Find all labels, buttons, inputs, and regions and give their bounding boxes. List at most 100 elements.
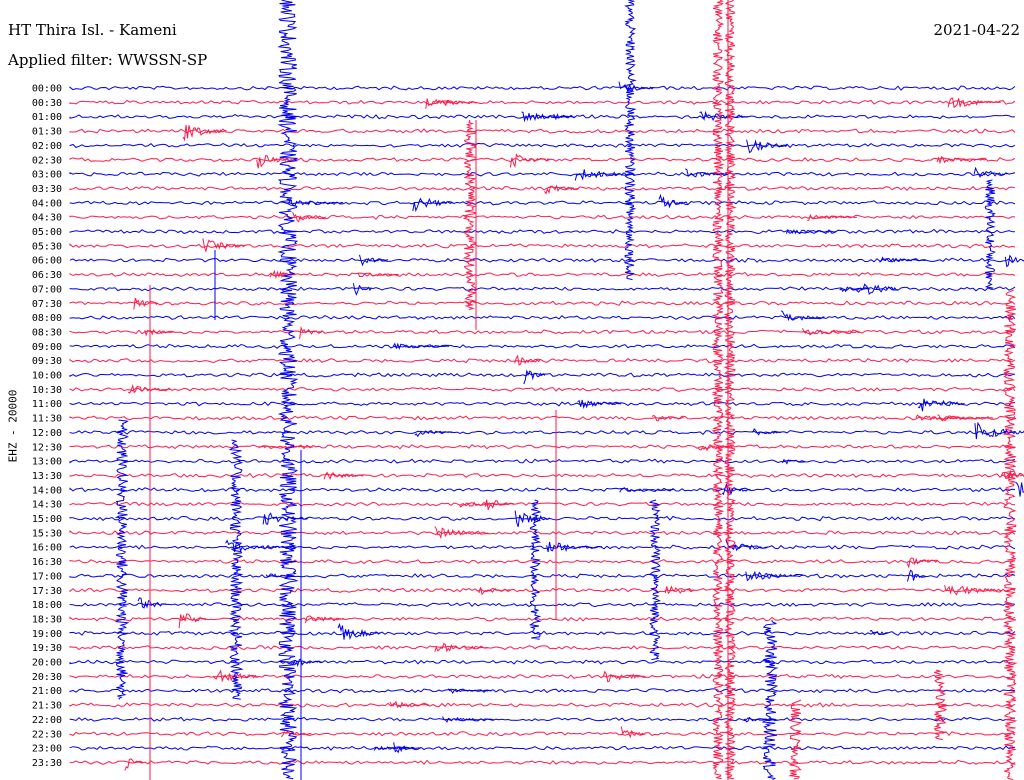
trace-line [69,300,1016,306]
time-tick-label: 09:00 [32,342,62,353]
trace-line [69,573,1016,579]
trace-line [69,114,1016,120]
trace-burst [514,354,541,366]
trace-burst [265,573,292,578]
event-streak [462,119,477,311]
trace-burst [359,254,389,267]
trace-burst [752,427,782,436]
trace-line [69,358,1016,364]
trace-burst [619,487,674,493]
trace-line [69,716,1015,722]
event-streak [788,699,803,780]
trace-burst [280,730,312,738]
time-tick-label: 21:00 [32,686,62,697]
event-streak [114,419,130,700]
time-tick-label: 11:00 [32,399,62,410]
trace-burst [225,539,280,553]
time-tick-label: 14:00 [32,485,62,496]
time-tick-labels: 00:00 00:30 01:00 01:30 02:00 02:30 03:00 03:30… [32,84,62,769]
trace-burst [137,597,167,609]
event-streak [228,439,244,700]
time-tick-label: 05:30 [32,241,62,252]
trace-line [69,429,1016,436]
trace-burst [127,384,171,394]
trace-line [69,200,1016,206]
time-tick-label: 04:00 [32,198,62,209]
trace-line [69,386,1016,392]
trace-line [69,171,1016,177]
seismic-events [114,0,1018,780]
time-tick-label: 23:30 [32,758,62,769]
event-streak [933,669,948,741]
time-tick-label: 02:00 [32,141,62,152]
trace-line [69,731,1016,737]
trace-burst [574,169,631,181]
time-tick-label: 03:00 [32,170,62,181]
trace-line [69,257,1016,263]
trace-line [69,702,1016,708]
trace-burst [947,97,1001,109]
event-streak [277,0,299,780]
trace-burst [269,269,296,280]
trace-burst [780,310,825,322]
event-streak [1002,289,1018,780]
trace-burst [869,629,888,636]
trace-burst [144,328,175,337]
trace-burst [1015,481,1024,497]
trace-line [69,228,1016,235]
trace-burst [781,458,805,465]
time-tick-label: 04:30 [32,213,62,224]
trace-burst [304,615,345,624]
trace-burst [412,197,454,213]
time-tick-label: 14:30 [32,500,62,511]
station-title: HT Thira Isl. - Kameni [8,21,177,39]
trace-burst [458,501,509,508]
trace-line [69,343,1016,349]
trace-burst [974,421,1024,440]
time-tick-label: 12:30 [32,442,62,453]
time-tick-label: 16:00 [32,543,62,554]
trace-burst [521,111,569,123]
trace-burst [442,100,478,107]
filter-subtitle: Applied filter: WWSSN-SP [8,51,208,69]
time-tick-label: 08:30 [32,327,62,338]
trace-burst [299,325,323,339]
trace-burst [323,471,364,480]
trace-line [69,472,1016,479]
trace-burst [478,587,511,596]
trace-line [69,243,1016,249]
trace-burst [337,622,381,641]
time-tick-label: 17:30 [32,586,62,597]
trace-burst [373,745,421,751]
time-tick-label: 11:30 [32,414,62,425]
time-tick-label: 09:30 [32,356,62,367]
time-tick-label: 07:30 [32,299,62,310]
trace-burst [292,211,326,223]
trace-line [69,745,1016,751]
trace-burst [442,716,494,723]
trace-burst [182,125,227,142]
trace-burst [973,166,1008,178]
time-tick-label: 20:00 [32,658,62,669]
trace-burst [484,499,514,510]
trace-burst [290,658,322,668]
trace-burst [352,283,372,296]
trace-burst [288,198,344,206]
time-tick-label: 10:30 [32,385,62,396]
time-tick-label: 15:30 [32,528,62,539]
time-tick-label: 00:00 [32,84,62,95]
trace-burst [839,286,870,293]
trace-burst [357,272,399,278]
time-tick-label: 13:00 [32,457,62,468]
trace-burst [802,328,860,336]
trace-burst [917,398,965,412]
trace-line [69,688,1016,694]
trace-line [69,487,1016,493]
trace-burst [725,540,769,552]
time-tick-label: 00:30 [32,98,62,109]
trace-line [69,630,1016,636]
trace-burst [746,139,788,154]
trace-line [69,645,1016,651]
trace-burst [907,569,926,582]
